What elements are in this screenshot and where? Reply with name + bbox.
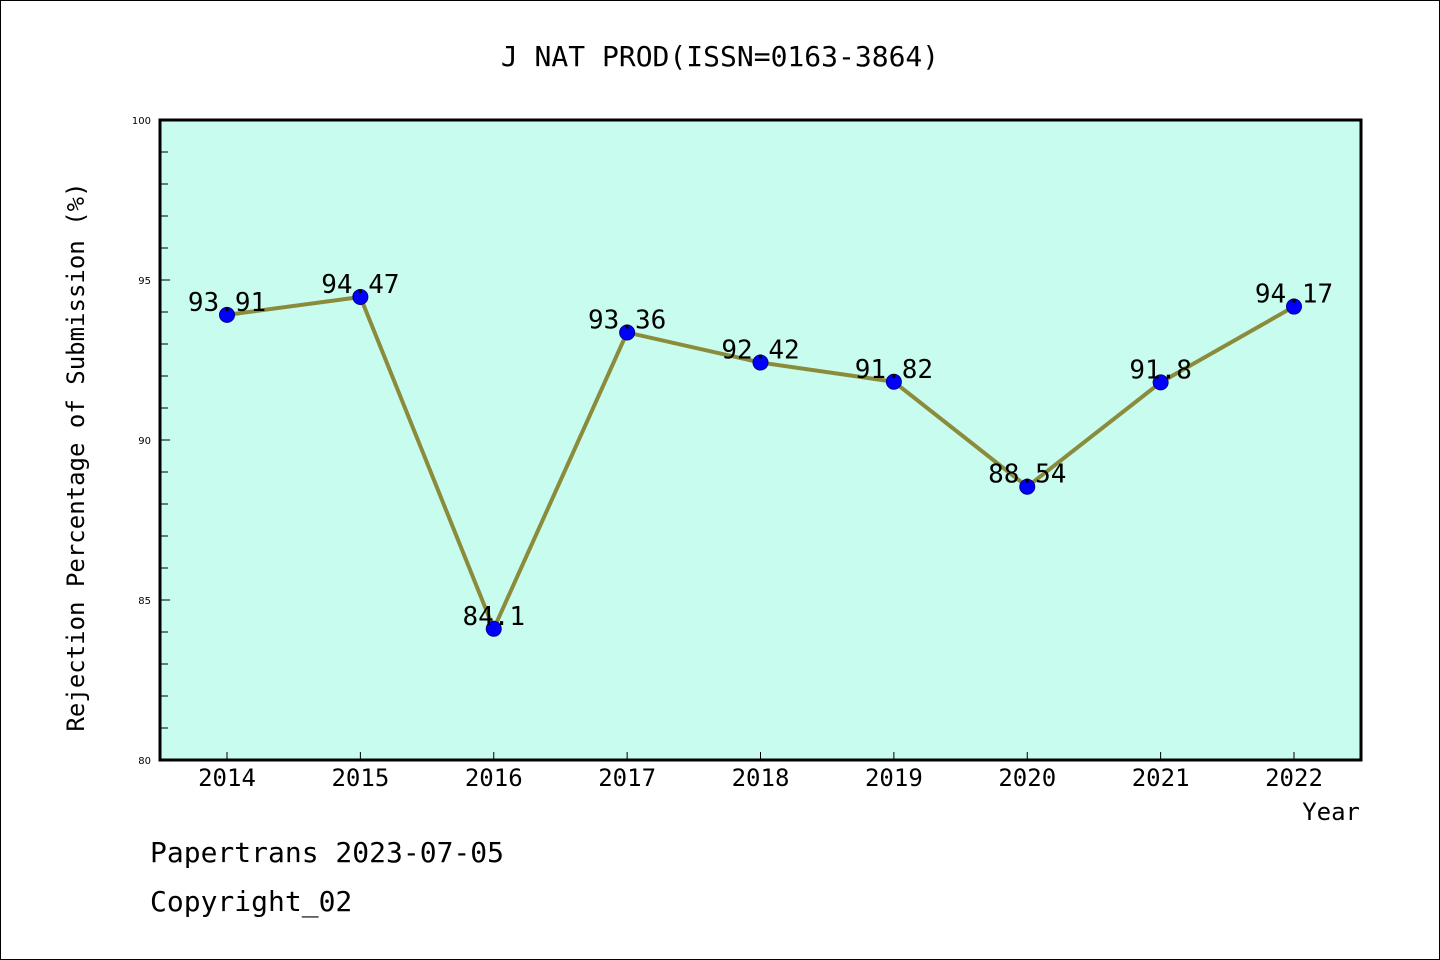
data-point bbox=[1152, 374, 1169, 391]
x-tick-label: 2017 bbox=[598, 764, 656, 792]
data-label: 91.8 bbox=[1129, 355, 1192, 385]
data-point bbox=[619, 324, 636, 341]
x-tick-label: 2019 bbox=[865, 764, 923, 792]
data-label: 92.42 bbox=[721, 336, 799, 366]
data-point bbox=[1286, 298, 1302, 315]
data-label: 94.17 bbox=[1255, 280, 1333, 310]
y-tick-label: 95 bbox=[138, 276, 151, 287]
data-point bbox=[219, 306, 235, 323]
x-tick-label: 2016 bbox=[465, 764, 523, 792]
plot-border bbox=[158, 118, 1363, 762]
x-tick-label: 2020 bbox=[998, 764, 1056, 792]
data-point bbox=[352, 288, 369, 305]
x-tick-label: 2021 bbox=[1132, 764, 1190, 792]
plot-area bbox=[160, 120, 1361, 760]
data-point bbox=[485, 620, 502, 637]
data-label: 94.47 bbox=[321, 270, 399, 300]
y-tick-label: 90 bbox=[138, 436, 151, 447]
y-tick-label: 100 bbox=[132, 116, 151, 127]
data-point bbox=[1019, 478, 1036, 495]
footer-copyright-text: Copyright_02 bbox=[150, 885, 353, 918]
y-tick-label: 80 bbox=[138, 756, 151, 767]
data-label: 93.91 bbox=[188, 288, 266, 318]
data-label: 93.36 bbox=[588, 305, 666, 335]
data-label: 84.1 bbox=[462, 602, 525, 632]
x-axis-ticks: 2014 2015 2016 2017 2018 2019 2020 2021 2022 bbox=[198, 752, 1323, 792]
chart-title: J NAT PROD(ISSN=0163-3864) bbox=[501, 40, 939, 73]
series-group: 93.91 94.47 84.1 93.36 92.42 91.82 88.54 91.8 94… bbox=[188, 270, 1333, 637]
y-axis-title: Rejection Percentage of Submission (%) bbox=[62, 182, 90, 731]
data-label: 91.82 bbox=[855, 355, 933, 385]
x-tick-label: 2015 bbox=[331, 764, 389, 792]
data-point bbox=[885, 373, 902, 390]
footer-date-text: Papertrans 2023-07-05 bbox=[150, 836, 505, 869]
x-tick-label: 2018 bbox=[732, 764, 790, 792]
data-point bbox=[752, 354, 769, 371]
data-label: 88.54 bbox=[988, 460, 1066, 490]
y-tick-label: 85 bbox=[138, 596, 151, 607]
x-tick-label: 2022 bbox=[1265, 764, 1323, 792]
x-axis-title: Year bbox=[1302, 798, 1360, 826]
x-tick-label: 2014 bbox=[198, 764, 256, 792]
